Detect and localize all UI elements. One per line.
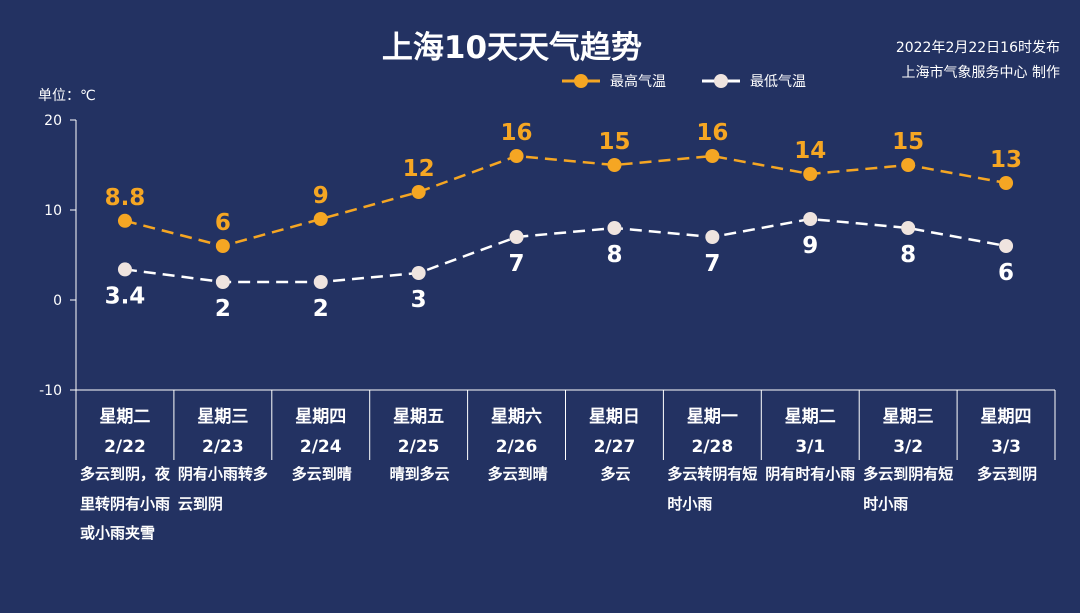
x-weekday-label: 星期日	[589, 407, 640, 427]
x-date-label: 2/23	[202, 437, 244, 457]
legend-low-swatch	[702, 74, 740, 88]
data-label-high: 14	[794, 138, 826, 164]
x-date-label: 3/3	[991, 437, 1021, 457]
y-tick-label: 20	[44, 113, 62, 129]
x-date-label: 3/2	[893, 437, 923, 457]
data-point-high	[117, 213, 132, 228]
publish-date: 2022年2月22日16时发布	[895, 40, 1060, 56]
data-label-high: 13	[990, 147, 1022, 173]
data-point-high	[803, 167, 818, 181]
legend-high-label: 最高气温	[610, 74, 666, 90]
weather-description: 多云到晴	[487, 465, 548, 483]
legend-item-high: 最高气温	[560, 71, 666, 91]
data-label-high: 6	[215, 210, 231, 236]
x-weekday-label: 星期四	[295, 407, 346, 427]
data-point-high	[607, 158, 622, 172]
data-label-low: 9	[802, 233, 818, 259]
data-label-low: 8	[900, 242, 916, 268]
data-point-high	[705, 149, 720, 163]
publisher: 上海市气象服务中心 制作	[901, 65, 1060, 81]
data-point-low	[411, 266, 426, 280]
data-label-low: 7	[704, 251, 720, 277]
weather-description: 阴有小雨转多云到阴	[177, 465, 268, 513]
data-label-low: 3	[411, 287, 427, 313]
data-label-low: 2	[215, 296, 231, 322]
data-point-low	[215, 275, 230, 289]
legend-low-label: 最低气温	[750, 74, 806, 90]
data-point-low	[607, 221, 622, 235]
legend-item-low: 最低气温	[700, 71, 806, 91]
series-line-high	[124, 154, 1007, 248]
weather-description: 阴有时有小雨	[765, 465, 856, 483]
x-weekday-label: 星期四	[981, 407, 1032, 427]
weather-description: 多云转阴有短时小雨	[667, 465, 758, 513]
x-weekday-label: 星期二	[785, 407, 836, 427]
data-label-low: 2	[313, 296, 329, 322]
data-point-low	[999, 239, 1014, 253]
data-label-low: 3.4	[105, 283, 146, 309]
x-weekday-label: 星期六	[491, 406, 542, 427]
x-weekday-label: 星期五	[393, 407, 444, 427]
data-label-high: 16	[501, 120, 533, 146]
data-point-high	[509, 149, 524, 163]
legend: 最高气温 最低气温	[560, 70, 840, 92]
publish-info: 2022年2月22日16时发布 上海市气象服务中心 制作	[820, 36, 1060, 86]
data-point-high	[999, 176, 1014, 190]
data-point-high	[215, 239, 230, 253]
x-weekday-label: 星期一	[687, 407, 738, 427]
weather-description: 多云到阴，夜里转阴有小雨或小雨夹雪	[80, 465, 171, 542]
data-point-high	[901, 158, 916, 172]
weather-description: 晴到多云	[389, 465, 450, 483]
data-point-high	[411, 185, 426, 199]
data-point-low	[313, 275, 328, 289]
unit-label: 单位：℃	[38, 88, 96, 104]
data-label-high: 9	[313, 183, 329, 209]
y-tick-label: -10	[39, 383, 62, 399]
x-date-label: 2/24	[300, 437, 342, 457]
data-label-high: 15	[598, 129, 630, 155]
x-weekday-label: 星期三	[883, 407, 934, 427]
x-weekday-label: 星期三	[197, 407, 248, 427]
x-date-label: 2/22	[104, 437, 146, 457]
chart-title: 上海10天天气趋势	[381, 30, 643, 66]
y-tick-label: 0	[53, 293, 62, 309]
data-label-high: 15	[892, 129, 924, 155]
data-point-high	[313, 212, 328, 226]
weather-description: 多云到阴有短时小雨	[863, 465, 954, 513]
data-point-low	[803, 212, 818, 226]
x-date-label: 2/27	[594, 437, 636, 457]
x-weekday-label: 星期二	[99, 407, 150, 427]
data-label-low: 8	[606, 242, 622, 268]
x-date-label: 3/1	[795, 437, 825, 457]
data-label-low: 7	[509, 251, 525, 277]
x-date-label: 2/28	[691, 437, 733, 457]
legend-high-swatch	[562, 74, 600, 88]
data-point-low	[705, 230, 720, 244]
data-label-low: 6	[998, 260, 1014, 286]
series-line-low	[124, 217, 1007, 284]
data-point-low	[117, 262, 132, 277]
x-date-label: 2/26	[496, 437, 538, 457]
weather-description: 多云到阴	[977, 465, 1038, 483]
data-point-low	[509, 230, 524, 244]
data-label-high: 8.8	[105, 185, 146, 211]
data-point-low	[901, 221, 916, 235]
x-date-label: 2/25	[398, 437, 440, 457]
weather-description: 多云到晴	[291, 465, 352, 483]
y-tick-label: 10	[44, 203, 62, 219]
data-label-high: 12	[403, 156, 435, 182]
weather-description: 多云	[600, 465, 631, 483]
data-label-high: 16	[696, 120, 728, 146]
